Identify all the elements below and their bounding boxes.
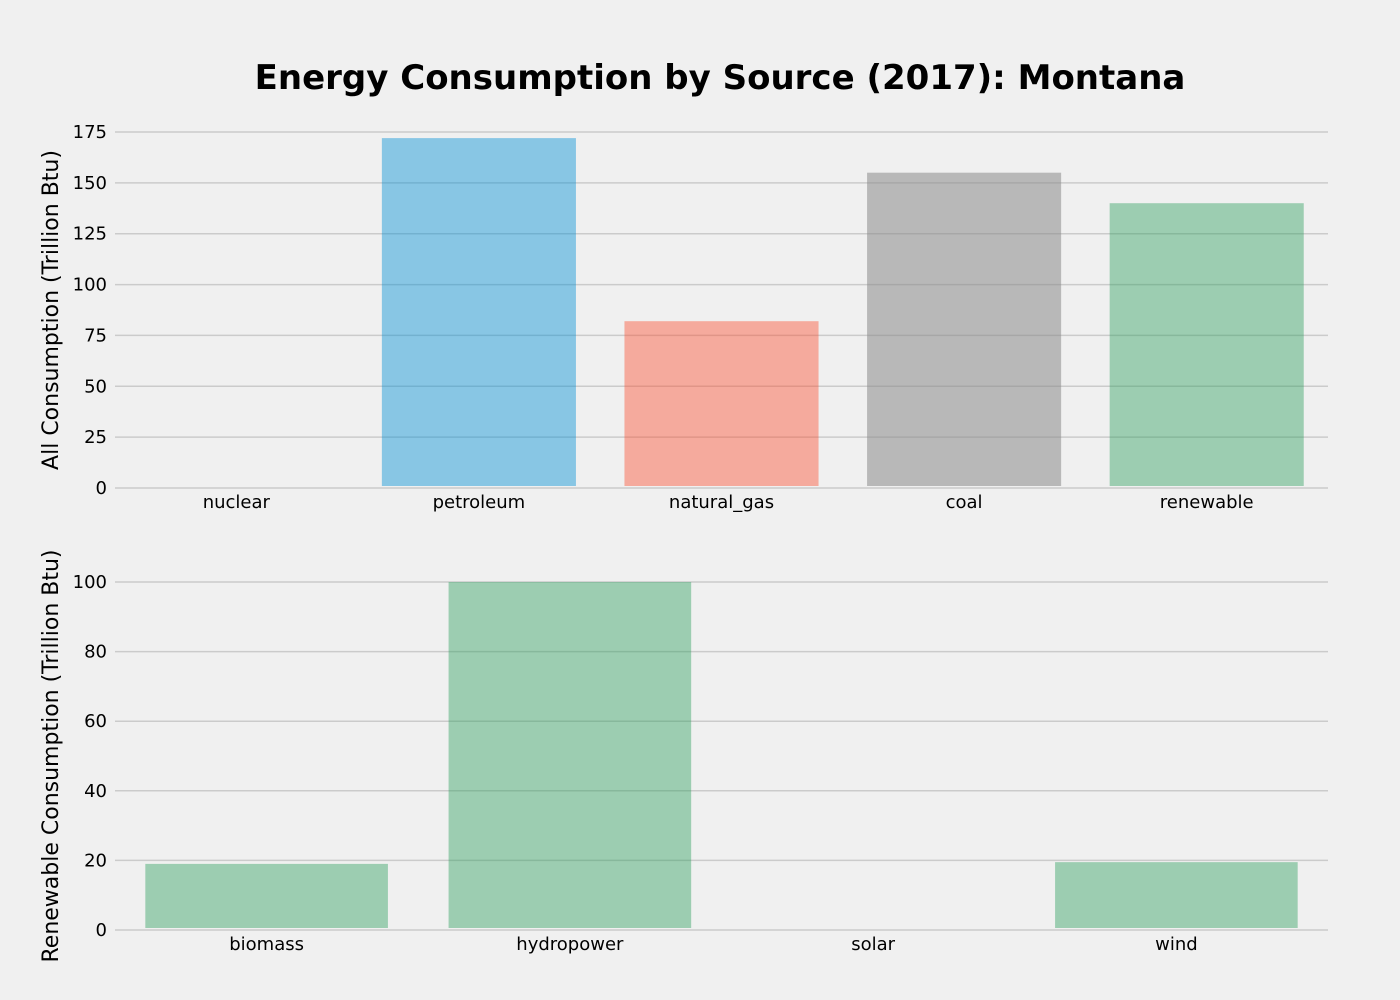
y-tick-label: 175 bbox=[73, 122, 107, 143]
chart-2: 0 20 40 60 80 100 Renewable Consumption (Trill… bbox=[39, 549, 1328, 963]
bar-hydropower bbox=[448, 582, 692, 928]
y-tick-label: 125 bbox=[73, 224, 107, 245]
y-tick-label: 0 bbox=[96, 920, 107, 941]
x-tick-label: nuclear bbox=[203, 492, 271, 513]
x-tick-label: hydropower bbox=[516, 934, 624, 955]
chart-1: 0 25 50 75 100 125 150 175 All Consumption (Tril… bbox=[39, 122, 1328, 513]
x-tick-label: solar bbox=[851, 934, 895, 955]
x-tick-label: wind bbox=[1155, 934, 1198, 955]
y-tick-label: 20 bbox=[84, 850, 107, 871]
y-axis-label: Renewable Consumption (Trillion Btu) bbox=[39, 549, 64, 962]
y-tick-label: 60 bbox=[84, 711, 107, 732]
y-tick-label: 0 bbox=[96, 478, 107, 499]
x-tick-label: coal bbox=[946, 492, 983, 513]
x-tick-label: natural_gas bbox=[669, 492, 774, 513]
bar-petroleum bbox=[381, 138, 576, 487]
bar-biomass bbox=[145, 863, 388, 928]
y-tick-label: 80 bbox=[84, 642, 107, 663]
y-tick-label: 150 bbox=[73, 173, 107, 194]
y-tick-label: 50 bbox=[84, 376, 107, 397]
y-tick-label: 40 bbox=[84, 781, 107, 802]
y-axis-label: All Consumption (Trillion Btu) bbox=[39, 150, 64, 470]
y-tick-label: 25 bbox=[84, 427, 107, 448]
x-tick-label: biomass bbox=[229, 934, 304, 955]
bar-coal bbox=[867, 172, 1062, 486]
x-tick-label: renewable bbox=[1160, 492, 1254, 513]
bar-wind bbox=[1055, 862, 1298, 928]
y-tick-label: 100 bbox=[73, 572, 107, 593]
y-tick-label: 100 bbox=[73, 275, 107, 296]
bar-natural_gas bbox=[624, 321, 819, 486]
x-tick-label: petroleum bbox=[433, 492, 526, 513]
bar-renewable bbox=[1109, 203, 1304, 486]
chart-title: Energy Consumption by Source (2017): Mon… bbox=[254, 58, 1186, 98]
y-tick-label: 75 bbox=[84, 325, 107, 346]
